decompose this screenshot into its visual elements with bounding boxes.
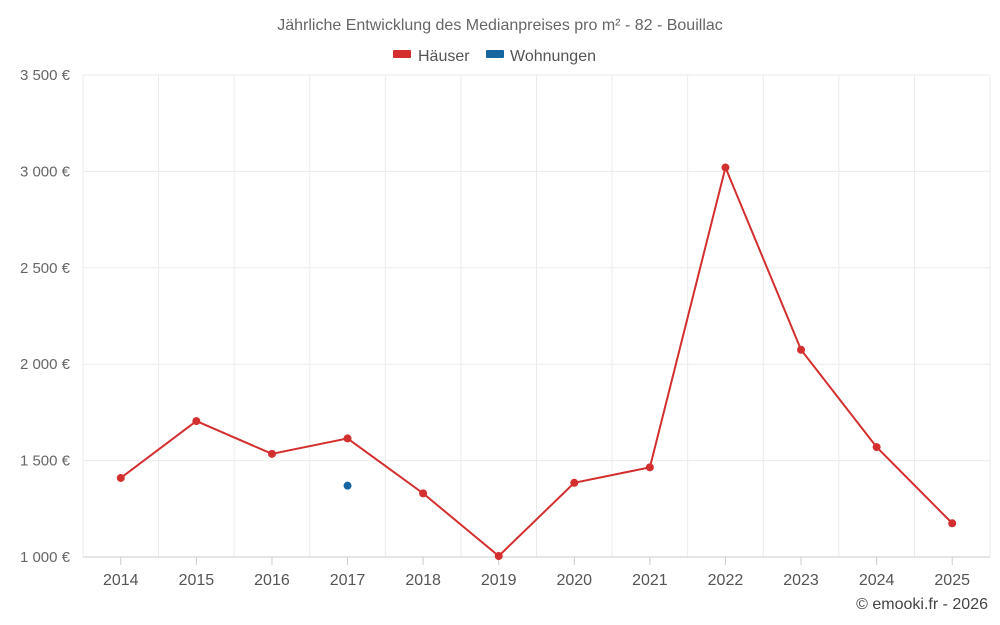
y-tick-label: 2 500 € — [20, 260, 71, 277]
x-axis: 2014 2015 2016 2017 2018 2019 2020 2021 2022 2023… — [83, 556, 990, 589]
grid — [82, 74, 991, 557]
data-point — [192, 417, 201, 426]
legend: Häuser Wohnungen — [393, 48, 596, 65]
y-tick-label: 3 500 € — [20, 67, 71, 84]
legend-label: Häuser — [418, 48, 470, 65]
data-point — [570, 478, 579, 487]
x-tick-label: 2025 — [934, 572, 970, 589]
x-tick-label: 2016 — [254, 572, 290, 589]
x-tick-label: 2014 — [103, 572, 139, 589]
data-point — [645, 463, 654, 472]
data-point — [797, 345, 806, 354]
x-tick-label: 2024 — [859, 572, 895, 589]
x-tick-label: 2021 — [632, 572, 668, 589]
data-point — [872, 443, 881, 452]
legend-swatch — [393, 50, 411, 58]
data-point — [419, 489, 428, 498]
data-point — [721, 163, 730, 172]
y-tick-label: 2 000 € — [20, 356, 71, 373]
data-point — [116, 473, 125, 482]
x-tick-label: 2023 — [783, 572, 819, 589]
x-tick-label: 2019 — [481, 572, 517, 589]
y-axis: 1 000 € 1 500 € 2 000 € 2 500 € 3 000 € 3 500… — [20, 67, 71, 566]
chart-title: Jährliche Entwicklung des Medianpreises … — [277, 17, 723, 34]
x-tick-label: 2015 — [179, 572, 215, 589]
y-tick-label: 1 000 € — [20, 549, 71, 566]
legend-swatch — [486, 50, 504, 58]
x-tick-label: 2022 — [708, 572, 744, 589]
data-point — [948, 519, 957, 528]
data-point — [267, 449, 276, 458]
x-tick-label: 2018 — [405, 572, 441, 589]
data-point — [494, 552, 503, 561]
y-tick-label: 1 500 € — [20, 453, 71, 470]
y-tick-label: 3 000 € — [20, 163, 71, 180]
credit-text: © emooki.fr - 2026 — [856, 596, 988, 613]
series-line-häuser — [120, 164, 953, 558]
x-tick-label: 2020 — [556, 572, 592, 589]
data-point — [343, 434, 352, 443]
data-point — [343, 481, 352, 490]
series-layer — [116, 163, 957, 561]
x-tick-label: 2017 — [330, 572, 366, 589]
legend-label: Wohnungen — [510, 48, 596, 65]
